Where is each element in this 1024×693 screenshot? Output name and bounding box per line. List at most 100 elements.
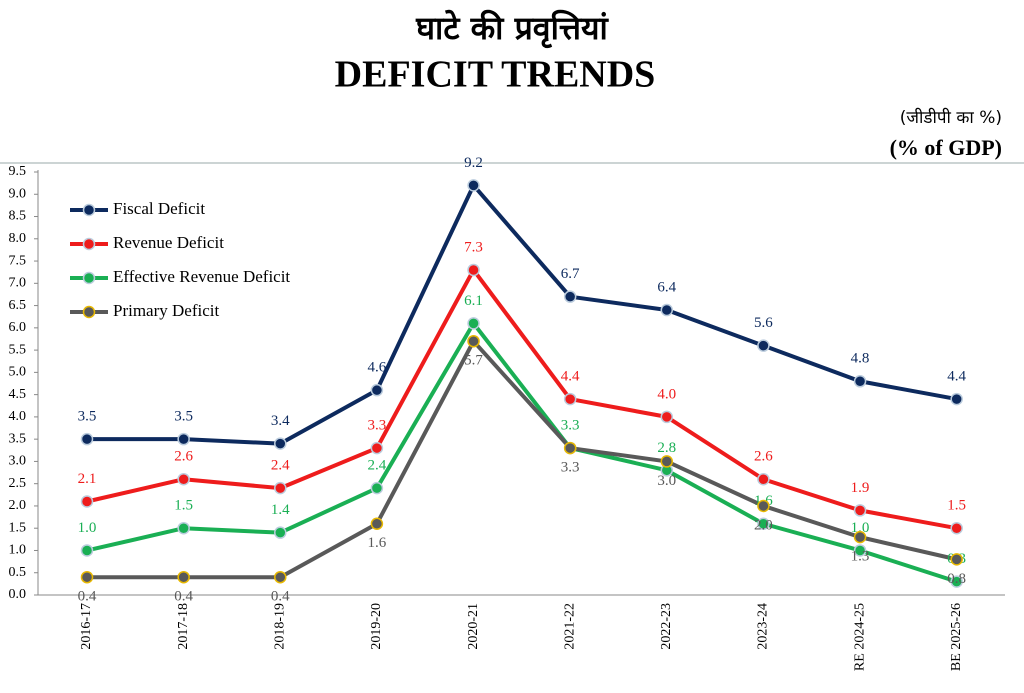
data-label: 3.0 (657, 473, 676, 489)
data-label: 1.0 (78, 520, 97, 536)
data-label: 3.5 (78, 409, 97, 425)
y-tick-label: 6.5 (9, 298, 27, 313)
data-label: 3.5 (174, 409, 193, 425)
x-tick-label: BE 2025-26 (949, 603, 964, 671)
series-line (87, 183, 958, 446)
legend-marker (82, 203, 96, 217)
point (80, 570, 94, 584)
data-label: 4.4 (561, 369, 580, 385)
y-tick-label: 8.5 (9, 209, 27, 224)
point (950, 575, 963, 588)
data-label: 0.4 (78, 589, 97, 605)
point (757, 499, 770, 513)
data-label: 1.4 (271, 502, 290, 518)
point (660, 455, 674, 468)
point (853, 375, 867, 388)
point (563, 392, 577, 406)
data-label: 1.6 (368, 535, 387, 551)
data-label: 2.1 (78, 471, 97, 487)
point (274, 570, 287, 584)
point (177, 472, 190, 486)
y-tick-label: 8.0 (9, 231, 27, 246)
point (853, 544, 867, 557)
x-tick-label: 2016-17 (79, 603, 94, 650)
x-tick-label: RE 2024-25 (852, 603, 867, 671)
point (467, 317, 480, 330)
data-label: 9.2 (464, 155, 483, 171)
legend-label: Fiscal Deficit (113, 199, 205, 218)
data-label: 7.3 (464, 239, 483, 255)
y-tick-label: 0.5 (9, 565, 27, 580)
y-tick-label: 9.0 (9, 186, 27, 201)
y-tick-label: 2.0 (9, 498, 27, 513)
data-label: 1.0 (851, 520, 870, 536)
data-label: 5.7 (464, 353, 483, 369)
y-tick-label: 2.5 (9, 476, 27, 491)
y-tick-label: 3.0 (9, 454, 27, 469)
data-label: 2.6 (754, 449, 773, 465)
y-tick-label: 6.0 (9, 320, 27, 335)
point (467, 263, 480, 277)
series-line (87, 339, 958, 580)
data-label: 4.4 (947, 369, 966, 385)
legend-label: Effective Revenue Deficit (113, 267, 290, 286)
data-label: 1.3 (851, 549, 870, 565)
chart-title: घाटे की प्रवृत्तियां (415, 9, 609, 49)
x-tick-label: 2022-23 (659, 603, 674, 650)
y-tick-label: 9.5 (9, 164, 27, 179)
point (757, 339, 770, 352)
y-tick-label: 7.5 (9, 253, 27, 268)
point (563, 441, 577, 455)
point (950, 521, 963, 535)
x-tick-label: 2019-20 (369, 603, 384, 650)
x-tick-label: 2023-24 (756, 603, 771, 650)
point (274, 526, 287, 539)
y-tick-label: 4.5 (9, 387, 27, 402)
point (177, 432, 190, 446)
point (660, 410, 674, 424)
point (853, 504, 867, 517)
point (467, 179, 480, 192)
point (80, 544, 94, 557)
data-label: 4.6 (368, 360, 387, 376)
unit-hindi: (जीडीपी का %) (900, 107, 1002, 128)
series-line (86, 321, 958, 584)
data-label: 1.9 (851, 480, 870, 496)
point (177, 521, 190, 535)
point (370, 383, 384, 397)
point (274, 437, 287, 450)
point (950, 392, 963, 406)
legend-marker (82, 271, 96, 285)
data-label: 4.8 (851, 351, 870, 367)
x-tick-label: 2020-21 (466, 603, 481, 650)
x-tick-label: 2018-19 (272, 603, 287, 650)
series-line (86, 267, 958, 531)
point (370, 481, 384, 495)
data-label: 2.6 (174, 449, 193, 465)
data-label: 0.4 (271, 589, 290, 605)
point (274, 481, 287, 495)
point (80, 432, 94, 446)
data-label: 0.4 (174, 589, 193, 605)
legend-label: Revenue Deficit (113, 233, 224, 252)
x-tick-label: 2021-22 (562, 603, 577, 650)
point (370, 517, 384, 531)
data-label: 2.4 (368, 458, 387, 474)
data-label: 3.3 (561, 418, 580, 434)
data-label: 3.3 (368, 418, 387, 434)
data-label: 3.4 (271, 413, 290, 429)
data-label: 5.6 (754, 315, 773, 331)
point (177, 570, 190, 584)
legend-marker (82, 305, 96, 319)
point (853, 530, 867, 544)
point (563, 290, 577, 303)
point (467, 334, 480, 348)
data-label: 2.0 (754, 517, 773, 533)
chart-subtitle: DEFICIT TRENDS (335, 54, 656, 96)
legend-marker (82, 237, 96, 251)
y-tick-label: 4.0 (9, 409, 27, 424)
point (660, 303, 674, 317)
point (370, 441, 384, 455)
data-label: 1.5 (174, 498, 193, 514)
